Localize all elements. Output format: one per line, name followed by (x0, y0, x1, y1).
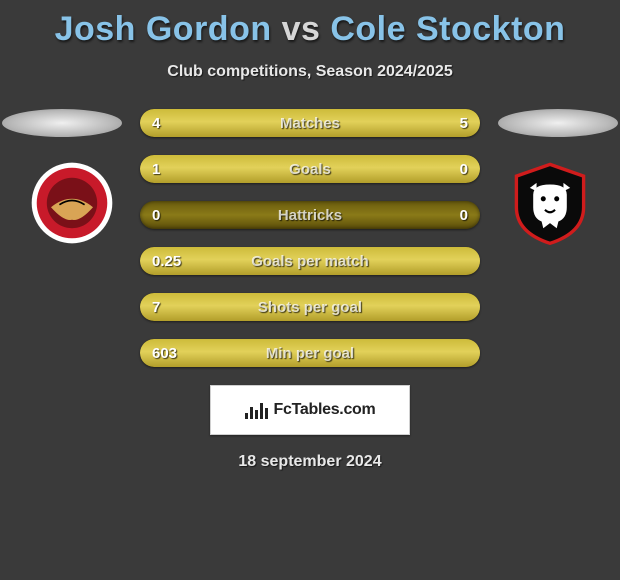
stat-value-left: 0 (140, 201, 172, 229)
stat-bars: Matches45 Goals10 Hattricks0 0 Goals per mat… (140, 109, 480, 367)
stat-label: Hattricks (140, 201, 480, 229)
comparison-title: Josh Gordon vs Cole Stockton (0, 0, 620, 49)
brand-badge[interactable]: FcTables.com (210, 385, 410, 435)
stat-fill-left (140, 293, 480, 321)
club-crest-right (508, 161, 592, 245)
club-crest-left (30, 161, 114, 245)
stat-row: Hattricks0 0 (140, 201, 480, 229)
player2-name: Cole Stockton (330, 10, 565, 48)
brand-text: FcTables.com (274, 401, 376, 419)
title-vs: vs (282, 10, 321, 48)
player1-name: Josh Gordon (55, 10, 272, 48)
stat-value-right: 0 (448, 201, 480, 229)
stat-fill-right (412, 155, 480, 183)
stat-fill-left (140, 247, 480, 275)
stat-row: Matches45 (140, 109, 480, 137)
subtitle: Club competitions, Season 2024/2025 (0, 63, 620, 81)
stat-row: Shots per goal7 (140, 293, 480, 321)
brand-bars-icon (245, 401, 268, 419)
stat-fill-left (140, 339, 480, 367)
snapshot-date: 18 september 2024 (0, 453, 620, 471)
stat-fill-right (290, 109, 480, 137)
comparison-arena: Matches45 Goals10 Hattricks0 0 Goals per mat… (0, 109, 620, 367)
stat-fill-left (140, 155, 412, 183)
spotlight-left (2, 109, 122, 137)
stat-row: Goals10 (140, 155, 480, 183)
stat-row: Min per goal603 (140, 339, 480, 367)
stat-fill-left (140, 109, 290, 137)
spotlight-right (498, 109, 618, 137)
stat-row: Goals per match0.25 (140, 247, 480, 275)
